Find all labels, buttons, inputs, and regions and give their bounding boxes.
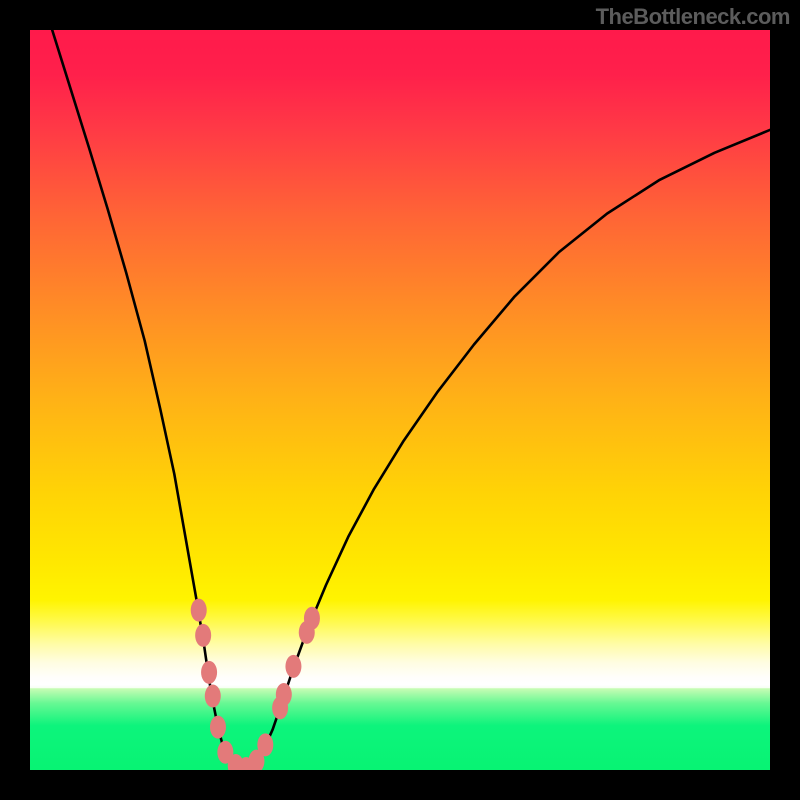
data-marker (195, 624, 211, 647)
data-marker (210, 716, 226, 739)
gradient-background (30, 30, 770, 770)
data-marker (201, 661, 217, 684)
data-marker (285, 655, 301, 678)
data-marker (191, 599, 207, 622)
chart-svg (30, 30, 770, 770)
data-marker (304, 607, 320, 630)
watermark-text: TheBottleneck.com (596, 4, 790, 30)
data-marker (276, 683, 292, 706)
chart-container: TheBottleneck.com (0, 0, 800, 800)
plot-area (30, 30, 770, 770)
data-marker (205, 685, 221, 708)
data-marker (257, 733, 273, 756)
